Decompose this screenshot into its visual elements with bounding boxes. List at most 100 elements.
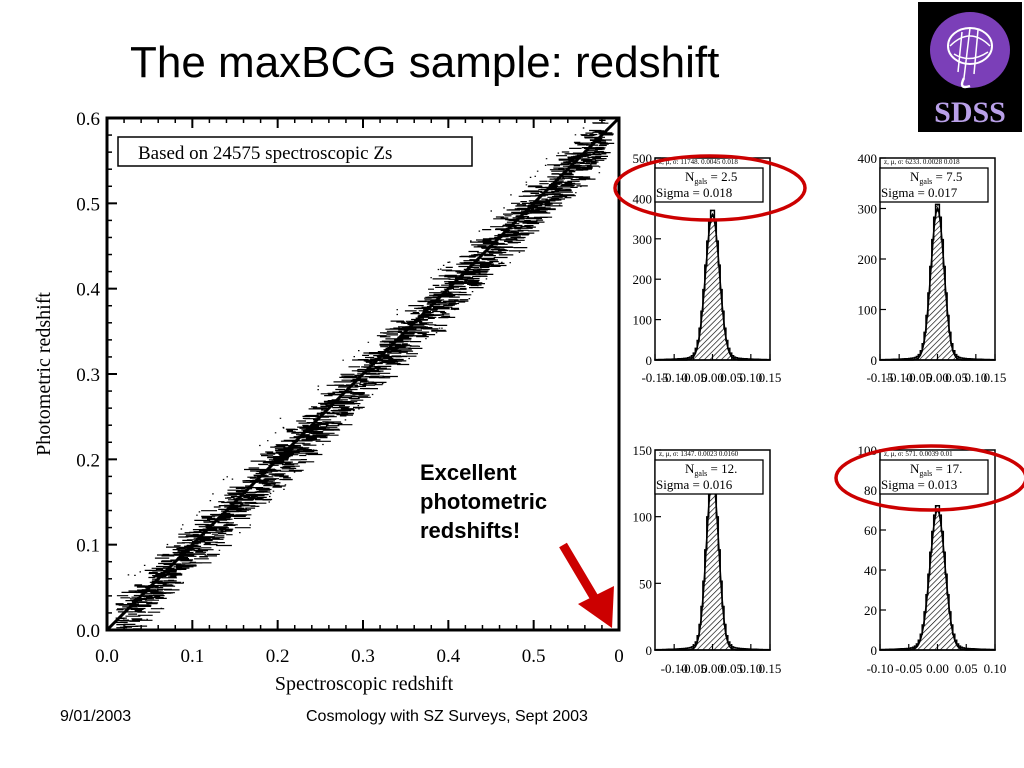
hist-x-tick-label: -0.05	[905, 370, 932, 385]
logo-text: SDSS	[934, 96, 1006, 129]
hist-y-tick-label: 0	[871, 353, 878, 368]
annotation-text: Based on 24575 spectroscopic Zs	[138, 143, 392, 164]
histogram-bars	[879, 505, 996, 651]
ngals-label: Ngals = 7.5	[910, 169, 962, 186]
scatter-ticks: 0.0 0.1 0.2 0.3 0.4 0.5 0 0.0 0.1 0.2 0.3 0.4 0.5 0.6	[76, 109, 624, 667]
annotation-box	[117, 136, 473, 167]
ngals-label: Ngals = 17.	[910, 461, 962, 478]
callout-line: photometric	[420, 489, 548, 514]
y-axis-label: Photometric redshift	[33, 292, 55, 456]
hist-x-tick-label: 0.15	[759, 661, 782, 676]
hist-y-tick-label: 300	[633, 232, 653, 247]
hist-y-tick-label: 100	[858, 303, 878, 318]
hist-y-tick-label: 100	[633, 510, 653, 525]
hist-x-tick-label: 0.10	[984, 661, 1007, 676]
histogram-panel: 0100200300400500-0.15-0.10-0.050.000.050…	[613, 151, 807, 385]
hist-x-tick-label: 0.00	[926, 370, 949, 385]
hist-y-tick-label: 0	[646, 353, 653, 368]
hist-header: z, μ, σ: 1347. 0.0023 0.0160	[659, 450, 739, 458]
x-axis-label: Spectroscopic redshift	[275, 673, 454, 695]
hist-x-tick-label: 0.05	[945, 370, 968, 385]
y-tick-label: 0.6	[76, 109, 100, 130]
highlight-ellipse	[613, 154, 807, 222]
histogram-panel: 0 50 100 150 -0.10-0.050.000.050.100.15 z, μ,…	[633, 443, 782, 676]
hist-x-tick-label: -0.15	[641, 370, 668, 385]
y-tick-label: 0.3	[76, 365, 100, 386]
hist-info-box	[654, 459, 764, 495]
hist-x-tick-label: 0.00	[701, 661, 724, 676]
hist-y-tick-label: 150	[633, 443, 653, 458]
callout-text: Excellent photometric redshifts!	[420, 458, 547, 545]
hist-x-tick-label: 0.00	[701, 370, 724, 385]
x-tick-label: 0.0	[95, 646, 119, 667]
hist-x-tick-label: -0.10	[661, 370, 688, 385]
hist-header: z, μ, σ: 571. 0.0039 0.01	[884, 450, 953, 458]
y-tick-label: 0.5	[76, 194, 100, 215]
hist-x-tick-label: -0.15	[866, 370, 893, 385]
hist-y-tick-label: 20	[864, 603, 877, 618]
hist-y-tick-label: 0	[646, 643, 653, 658]
hist-x-tick-label: 0.00	[926, 661, 949, 676]
hist-y-tick-label: 60	[864, 523, 877, 538]
histogram-bars	[654, 209, 771, 361]
callout-line: redshifts!	[420, 518, 521, 543]
hist-y-tick-label: 300	[858, 202, 878, 217]
hist-x-tick-label: -0.05	[680, 661, 707, 676]
hist-y-tick-label: 100	[633, 313, 653, 328]
hist-x-tick-label: 0.10	[964, 370, 987, 385]
footer-conference: Cosmology with SZ Surveys, Sept 2003	[306, 708, 588, 725]
x-tick-label: 0.1	[180, 646, 204, 667]
hist-x-tick-label: -0.10	[886, 370, 913, 385]
y-tick-label: 0.2	[76, 450, 100, 471]
hist-y-tick-label: 400	[633, 191, 653, 206]
hist-y-tick-label: 40	[864, 563, 877, 578]
hist-info-box	[879, 167, 989, 203]
ngals-label: Ngals = 12.	[685, 461, 737, 478]
y-tick-label: 0.1	[76, 536, 100, 557]
x-tick-label: 0.5	[522, 646, 546, 667]
hist-x-tick-label: -0.05	[895, 661, 922, 676]
histogram-panel: 0 100 200 300 400 -0.15-0.10-0.050.000.050.10…	[858, 151, 1007, 385]
slide-title: The maxBCG sample: redshift	[130, 38, 720, 87]
hist-x-tick-label: 0.15	[984, 370, 1007, 385]
hist-header: z, μ, σ: 6233. 0.0028 0.018	[884, 158, 960, 166]
callout-line: Excellent	[420, 460, 517, 485]
footer-date: 9/01/2003	[60, 708, 132, 725]
hist-x-tick-label: 0.05	[720, 661, 743, 676]
histogram-bars	[879, 203, 996, 361]
hist-y-tick-label: 200	[858, 252, 878, 267]
hist-x-tick-label: 0.15	[759, 370, 782, 385]
y-tick-label: 0.0	[76, 621, 100, 642]
hist-x-tick-label: 0.10	[739, 370, 762, 385]
x-tick-label: 0.4	[436, 646, 460, 667]
hist-y-tick-label: 50	[639, 576, 652, 591]
highlight-ellipse	[834, 444, 1024, 512]
x-tick-label: 0.3	[351, 646, 375, 667]
hist-y-tick-label: 0	[871, 643, 878, 658]
hist-info-box	[654, 167, 764, 203]
hist-x-tick-label: -0.10	[866, 661, 893, 676]
hist-info-box	[879, 459, 989, 495]
reference-line	[105, 116, 621, 632]
hist-x-tick-label: 0.05	[955, 661, 978, 676]
sdss-logo: SDSS	[918, 2, 1022, 132]
hist-y-tick-label: 80	[864, 483, 877, 498]
x-tick-label: 0	[614, 646, 624, 667]
sigma-label: Sigma = 0.013	[881, 477, 957, 492]
hist-x-tick-label: 0.10	[739, 661, 762, 676]
ngals-label: Ngals = 2.5	[685, 169, 737, 186]
hist-header: z, μ, σ: 11748. 0.0045 0.018	[659, 158, 738, 166]
x-tick-label: 0.2	[266, 646, 290, 667]
sigma-label: Sigma = 0.016	[656, 477, 733, 492]
sigma-label: Sigma = 0.018	[656, 185, 732, 200]
arrow-head-icon	[578, 586, 614, 628]
hist-x-tick-label: -0.10	[661, 661, 688, 676]
hist-y-tick-label: 200	[633, 272, 653, 287]
hist-x-tick-label: -0.05	[680, 370, 707, 385]
sigma-label: Sigma = 0.017	[881, 185, 958, 200]
